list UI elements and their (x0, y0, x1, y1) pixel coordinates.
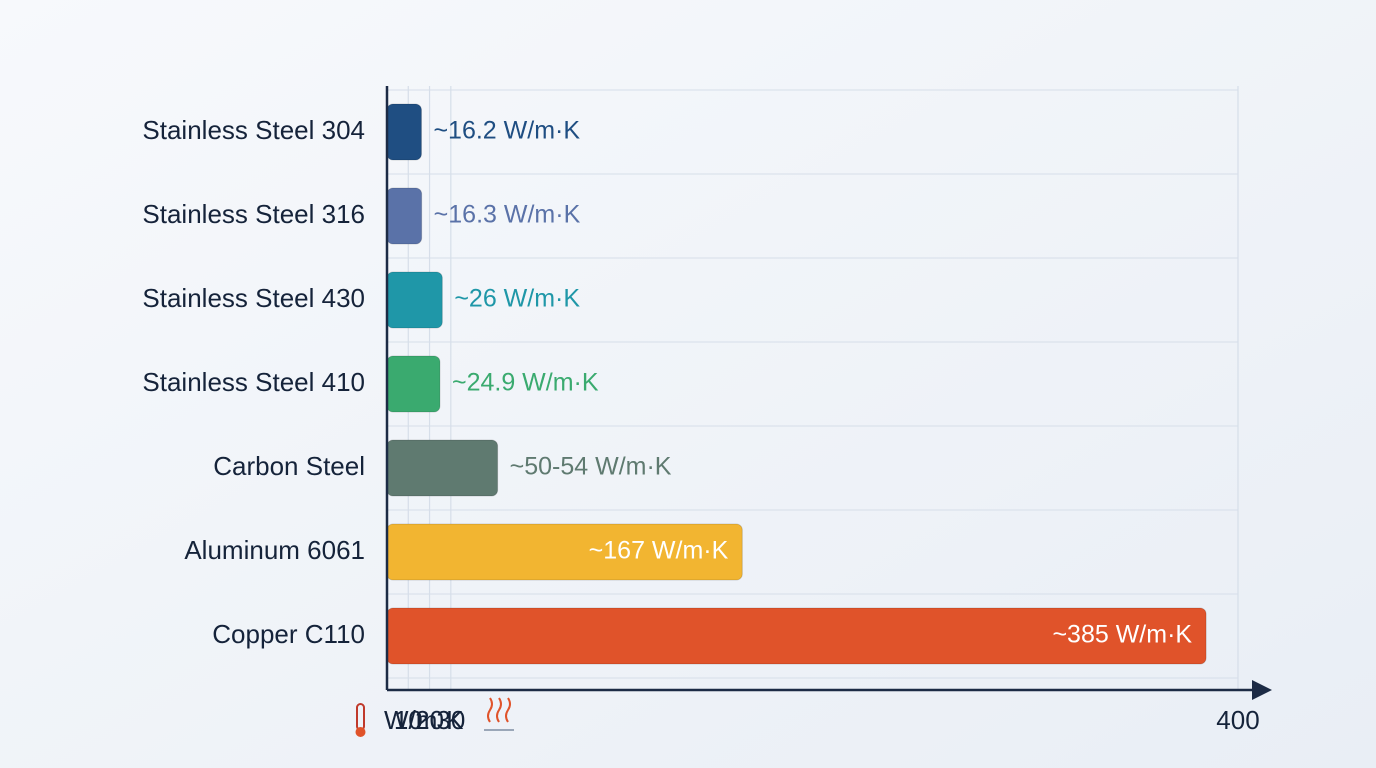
category-label: Carbon Steel (213, 451, 365, 481)
value-label: ~16.3 W/m·K (434, 201, 581, 229)
category-label: Stainless Steel 410 (142, 367, 365, 397)
category-label: Copper C110 (212, 619, 365, 649)
thermometer-icon (355, 703, 366, 737)
plot: ~16.2 W/m·K ~16.3 W/m·K ~26 W/m·K ~24.9 W/m… (386, 103, 1207, 665)
category-label: Aluminum 6061 (184, 535, 365, 565)
x-axis-label: W/m·K (384, 705, 464, 735)
value-label: ~16.2 W/m·K (433, 117, 580, 145)
x-tick-label: 10 (394, 705, 423, 735)
category-label: Stainless Steel 430 (142, 283, 365, 313)
value-label: ~26 W/m·K (454, 285, 580, 313)
x-tick-label: 30 (436, 705, 465, 735)
heat-icon (484, 697, 514, 731)
bar (386, 439, 499, 497)
value-label: ~167 W/m·K (589, 537, 729, 565)
bar (386, 103, 422, 161)
x-tick-label: 400 (1216, 705, 1259, 735)
value-label: ~385 W/m·K (1052, 621, 1192, 649)
value-label: ~50-54 W/m·K (510, 453, 672, 481)
category-label: Stainless Steel 304 (142, 115, 365, 145)
value-label: ~24.9 W/m·K (452, 369, 599, 397)
x-tick-label: 20 (415, 705, 444, 735)
category-label: Stainless Steel 316 (142, 199, 365, 229)
bar (386, 355, 441, 413)
bar (386, 187, 423, 245)
bar (386, 271, 443, 329)
